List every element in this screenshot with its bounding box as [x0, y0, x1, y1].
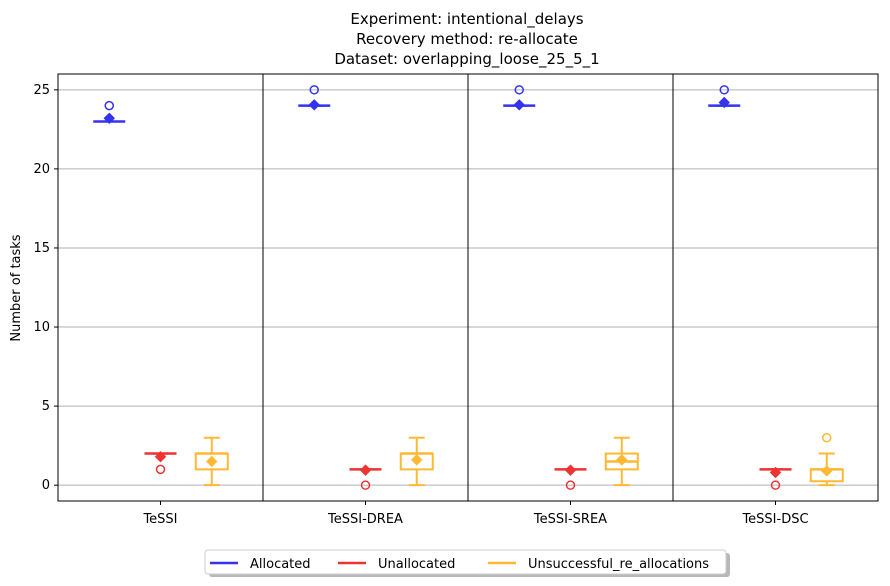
outlier-point — [155, 464, 166, 475]
legend-label: Allocated — [250, 557, 311, 572]
box-unsuccessful-re-allocations-tessi-srea — [604, 436, 639, 487]
outlier-point — [770, 480, 781, 490]
box-unsuccessful-re-allocations-tessi — [194, 436, 229, 487]
mean-marker — [206, 455, 218, 468]
mean-marker — [411, 454, 423, 466]
outlier-point — [565, 480, 576, 490]
mean-marker — [513, 99, 525, 111]
x-tick-label: TeSSI-DSC — [741, 512, 808, 527]
y-tick-label: 0 — [42, 478, 50, 493]
mean-marker — [564, 464, 577, 476]
mean-marker — [103, 112, 115, 124]
box-unsuccessful-re-allocations-tessi-drea — [399, 436, 434, 487]
chart-title-line: Recovery method: re-allocate — [356, 30, 578, 48]
outlier-point — [514, 85, 524, 95]
box-unallocated-tessi-drea — [349, 464, 382, 490]
mean-marker — [154, 451, 167, 463]
mean-marker — [821, 465, 833, 477]
mean-marker — [769, 466, 782, 479]
box-unsuccessful-re-allocations-tessi-dsc — [809, 432, 844, 487]
y-tick-label: 5 — [42, 399, 50, 414]
box-allocated-tessi-srea — [503, 85, 536, 111]
y-axis-label: Number of tasks — [9, 234, 24, 341]
box-unallocated-tessi-srea — [554, 464, 587, 490]
box-unallocated-tessi — [144, 451, 177, 475]
y-axis: 0 5 10 15 20 25 — [33, 83, 58, 493]
x-tick-label: TeSSI-DREA — [327, 512, 403, 527]
box-marks — [93, 85, 844, 490]
y-tick-label: 25 — [33, 83, 50, 98]
chart-title-line: Dataset: overlapping_loose_25_5_1 — [334, 50, 599, 69]
mean-marker — [359, 464, 372, 476]
outlier-point — [104, 100, 114, 111]
mean-marker — [308, 99, 320, 111]
y-tick-label: 10 — [33, 320, 50, 335]
box-allocated-tessi — [93, 100, 126, 124]
legend: Allocated Unallocated Unsuccessful_re_allo… — [204, 549, 730, 577]
legend-label: Unallocated — [378, 557, 455, 572]
legend-box — [204, 549, 727, 575]
outlier-point — [360, 480, 371, 490]
box-allocated-tessi-drea — [298, 85, 331, 111]
x-tick-label: TeSSI — [142, 512, 177, 527]
mean-marker — [616, 454, 628, 466]
group-dividers — [262, 74, 674, 501]
x-axis: TeSSI TeSSI-DREA TeSSI-SREA TeSSI-DSC — [142, 501, 809, 527]
outlier-point — [719, 85, 729, 95]
chart-title-line: Experiment: intentional_delays — [350, 10, 583, 29]
outlier-point — [822, 432, 832, 443]
box-allocated-tessi-dsc — [708, 85, 741, 109]
box-unallocated-tessi-dsc — [759, 466, 792, 490]
y-tick-label: 15 — [33, 241, 50, 256]
y-tick-label: 20 — [33, 162, 50, 177]
plot-frame — [57, 73, 879, 502]
mean-marker — [718, 96, 730, 109]
x-tick-label: TeSSI-SREA — [533, 512, 607, 527]
outlier-point — [309, 85, 319, 95]
legend-label: Unsuccessful_re_allocations — [528, 557, 709, 572]
